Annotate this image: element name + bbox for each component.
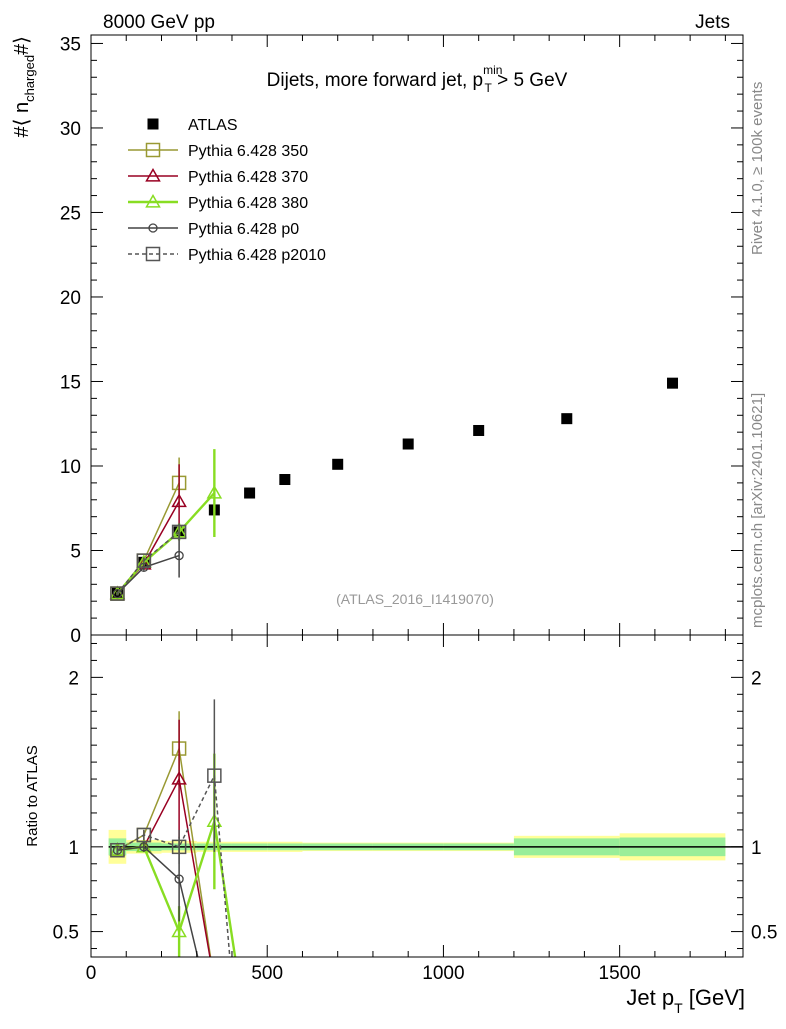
header-left: 8000 GeV pp [103,12,215,33]
legend-marker [148,223,158,233]
atlas-point [473,424,485,436]
x-tick-label: 0 [86,963,97,984]
series-point [110,586,125,601]
header-right: Jets [695,12,730,33]
y-tick-label: 0 [70,626,81,647]
ratio-panel: 0.5 0.5 1 1 2 2 0 500 1000 1500 Ratio to ATLAS Je… [24,634,777,1016]
atlas-point [561,413,573,425]
y-tick-label: 15 [60,372,81,393]
ratio-tick-label: 2 [68,668,79,689]
legend-label: Pythia 6.428 p0 [188,221,299,238]
atlas-point [279,474,291,486]
legend-atlas-marker [147,118,159,130]
x-tick-label: 1000 [422,963,464,984]
y-tick-label: 35 [60,34,81,55]
ratio-point [112,845,123,855]
y-tick-label: 10 [60,457,81,478]
chart-title: Dijets, more forward jet, pmin T > 5 GeV [267,63,568,95]
series-point [109,585,126,600]
legend-label: Pythia 6.428 380 [188,195,308,212]
ratio-frame [90,634,744,958]
legend-marker [145,167,161,182]
x-axis-label: Jet pT [GeV] [626,985,745,1016]
ratio-axis-label: Ratio to ATLAS [24,745,41,846]
series-line [116,482,180,595]
y-axis-label: #⟨ ncharged#⟩ [11,36,37,138]
legend-marker [145,193,161,208]
ratio-line [117,846,199,957]
atlas-point [667,377,679,389]
ratio-tick-label-right: 2 [751,668,762,689]
y-tick-label: 5 [70,541,81,562]
series-point [174,550,184,561]
y-tick-label: 30 [60,119,81,140]
watermark: (ATLAS_2016_I1419070) [336,591,494,607]
ratio-point [171,923,187,938]
ratio-series-pythia-6-428-p2010 [110,699,231,957]
series-point [136,553,152,568]
legend-atlas-label: ATLAS [188,117,238,134]
ratio-tick-label: 0.5 [53,923,79,944]
legend-label: Pythia 6.428 370 [188,169,308,186]
ratio-point [136,827,152,843]
series-point [171,524,187,540]
y-tick-label: 25 [60,203,81,224]
legend-marker [145,246,161,262]
legend-label: Pythia 6.428 p2010 [188,247,326,264]
ratio-point [110,842,125,858]
ratio-series-pythia-6-428-p0 [112,836,199,957]
y-tick-label: 20 [60,288,81,309]
legend-marker [145,142,161,158]
series-point [171,493,187,508]
legend: ATLAS Pythia 6.428 350 Pythia 6.428 370 Pyt… [128,117,326,264]
mcplots-label: mcplots.cern.ch [arXiv:2401.10621] [749,393,766,628]
ratio-point [139,842,149,852]
ratio-tick-label: 1 [68,838,79,859]
main-panel: 0 5 10 15 20 25 30 35 Dijets, more forward jet,… [11,34,744,647]
x-tick-label: 1500 [599,963,641,984]
ratio-point [174,874,184,884]
series-point [112,588,123,599]
rivet-label: Rivet 4.1.0, ≥ 100k events [749,82,766,255]
ratio-tick-label-right: 1 [751,838,762,859]
atlas-point [402,438,414,450]
series-pythia-6-428-p2010 [110,523,187,601]
x-tick-label: 500 [251,963,283,984]
ratio-tick-label-right: 0.5 [751,923,777,944]
ratio-point [207,768,222,783]
atlas-point [332,458,344,470]
atlas-point [244,487,256,499]
ratio-point [171,771,187,785]
ratio-line [117,776,211,957]
series-point [206,485,223,499]
legend-label: Pythia 6.428 350 [188,143,308,160]
series-line [116,501,180,595]
ratio-point [171,839,187,855]
